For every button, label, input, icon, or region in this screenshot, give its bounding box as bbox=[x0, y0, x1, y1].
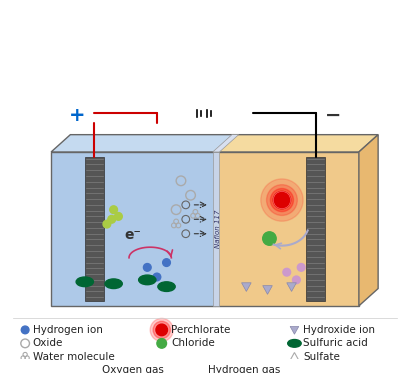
Circle shape bbox=[21, 326, 29, 334]
Text: Hydrogen ion: Hydrogen ion bbox=[33, 325, 103, 335]
Polygon shape bbox=[290, 326, 298, 334]
Polygon shape bbox=[286, 283, 296, 291]
Text: Chloride: Chloride bbox=[171, 338, 215, 348]
Polygon shape bbox=[51, 135, 233, 152]
Text: Sulfate: Sulfate bbox=[302, 352, 339, 362]
Circle shape bbox=[150, 319, 173, 341]
Circle shape bbox=[260, 179, 302, 221]
Text: −: − bbox=[324, 106, 340, 125]
Circle shape bbox=[103, 220, 110, 228]
Text: +: + bbox=[69, 106, 85, 125]
Circle shape bbox=[270, 188, 293, 211]
Polygon shape bbox=[212, 135, 238, 152]
Circle shape bbox=[297, 264, 304, 271]
FancyBboxPatch shape bbox=[51, 152, 214, 306]
Circle shape bbox=[114, 213, 122, 220]
FancyBboxPatch shape bbox=[214, 152, 358, 306]
FancyBboxPatch shape bbox=[305, 157, 324, 301]
Circle shape bbox=[157, 339, 166, 348]
Text: Sulfuric acid: Sulfuric acid bbox=[302, 338, 367, 348]
Ellipse shape bbox=[157, 282, 175, 291]
Circle shape bbox=[153, 321, 170, 339]
Circle shape bbox=[143, 264, 151, 271]
Ellipse shape bbox=[287, 339, 301, 347]
Text: Nafion 117: Nafion 117 bbox=[215, 210, 221, 248]
Ellipse shape bbox=[138, 275, 155, 285]
Polygon shape bbox=[212, 152, 219, 306]
Circle shape bbox=[110, 206, 117, 213]
Text: Oxide: Oxide bbox=[33, 338, 63, 348]
Text: Perchlorate: Perchlorate bbox=[171, 325, 230, 335]
Polygon shape bbox=[241, 283, 251, 291]
Polygon shape bbox=[262, 286, 272, 294]
Circle shape bbox=[90, 366, 98, 373]
Circle shape bbox=[282, 268, 290, 276]
Polygon shape bbox=[214, 135, 377, 152]
Circle shape bbox=[196, 366, 204, 373]
Circle shape bbox=[162, 259, 170, 266]
Polygon shape bbox=[358, 135, 377, 306]
Text: Oxygen gas: Oxygen gas bbox=[102, 365, 164, 373]
Text: Hydrogen gas: Hydrogen gas bbox=[207, 365, 280, 373]
Circle shape bbox=[273, 191, 290, 209]
Text: Hydroxide ion: Hydroxide ion bbox=[302, 325, 374, 335]
Ellipse shape bbox=[105, 279, 122, 289]
Text: e⁻: e⁻ bbox=[124, 228, 141, 242]
Ellipse shape bbox=[76, 277, 93, 286]
Circle shape bbox=[266, 185, 297, 216]
Circle shape bbox=[108, 216, 115, 223]
FancyBboxPatch shape bbox=[85, 157, 104, 301]
Circle shape bbox=[292, 276, 299, 284]
Circle shape bbox=[262, 232, 276, 245]
Circle shape bbox=[153, 273, 160, 281]
Circle shape bbox=[155, 324, 167, 336]
Text: Water molecule: Water molecule bbox=[33, 352, 114, 362]
